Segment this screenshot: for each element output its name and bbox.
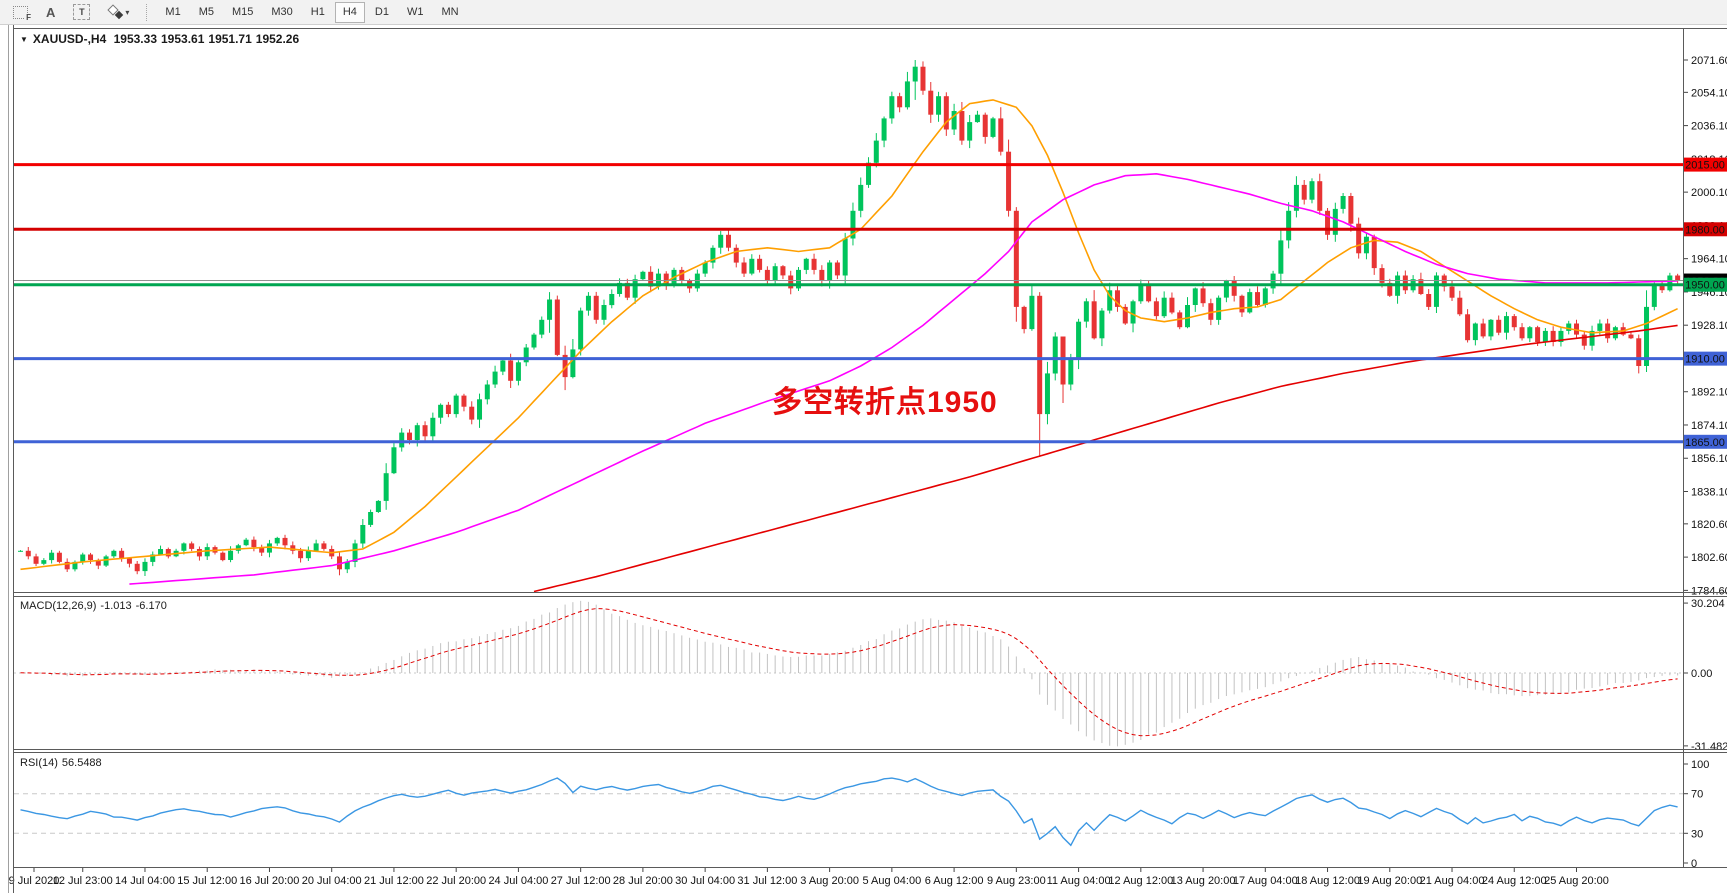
text-label-button[interactable]: T — [65, 2, 98, 23]
svg-text:2054.10: 2054.10 — [1691, 87, 1727, 99]
svg-text:30.204: 30.204 — [1691, 598, 1725, 610]
collapse-triangle-icon: ▼ — [20, 35, 28, 44]
timeframe-d1-button[interactable]: D1 — [367, 2, 397, 23]
svg-text:1910.00: 1910.00 — [1685, 354, 1725, 366]
toolbar: F A T ▾ M1 M5 M15 M30 H1 H4 D1 W1 MN — [0, 0, 1727, 25]
svg-text:100: 100 — [1691, 759, 1709, 771]
svg-text:27 Jul 12:00: 27 Jul 12:00 — [551, 875, 611, 887]
svg-text:1856.10: 1856.10 — [1691, 453, 1727, 465]
svg-text:12 Jul 23:00: 12 Jul 23:00 — [53, 875, 113, 887]
svg-text:1820.60: 1820.60 — [1691, 519, 1727, 531]
price-axis: 2071.602054.102036.102018.102000.101982.… — [1683, 55, 1727, 597]
svg-text:0: 0 — [1691, 858, 1697, 870]
svg-text:2015.00: 2015.00 — [1685, 160, 1725, 172]
timeframe-m1-button[interactable]: M1 — [157, 2, 188, 23]
svg-text:5 Aug 04:00: 5 Aug 04:00 — [862, 875, 921, 887]
timeframe-m15-button[interactable]: M15 — [224, 2, 261, 23]
moving-averages — [20, 99, 1678, 593]
toolbar-separator — [146, 3, 148, 21]
svg-text:1964.10: 1964.10 — [1691, 254, 1727, 266]
horizontal-lines — [14, 163, 1683, 444]
timeframe-mn-button[interactable]: MN — [433, 2, 466, 23]
svg-text:1892.10: 1892.10 — [1691, 387, 1727, 399]
svg-text:30 Jul 04:00: 30 Jul 04:00 — [675, 875, 735, 887]
rsi-line — [20, 777, 1678, 847]
macd-signal-line — [20, 608, 1678, 737]
svg-text:15 Jul 12:00: 15 Jul 12:00 — [177, 875, 237, 887]
chevron-down-icon: ▾ — [125, 7, 130, 17]
svg-text:19 Aug 20:00: 19 Aug 20:00 — [1357, 875, 1422, 887]
grid-f-icon: F — [13, 5, 31, 22]
svg-text:11 Aug 04:00: 11 Aug 04:00 — [1047, 875, 1111, 887]
svg-text:30: 30 — [1691, 828, 1703, 840]
ohlc-close: 1952.26 — [255, 32, 300, 46]
svg-text:1838.10: 1838.10 — [1691, 487, 1727, 499]
recolor-button[interactable]: ▾ — [100, 2, 137, 23]
svg-text:0.00: 0.00 — [1691, 668, 1712, 680]
symbol-label: XAUUSD-,H4 — [32, 32, 107, 46]
timeframe-w1-button[interactable]: W1 — [399, 2, 432, 23]
rsi-pane: 100 70 30 0 — [14, 759, 1709, 870]
svg-text:9 Jul 2020: 9 Jul 2020 — [9, 875, 60, 887]
svg-text:70: 70 — [1691, 789, 1703, 801]
svg-text:14 Jul 04:00: 14 Jul 04:00 — [115, 875, 175, 887]
timeframe-h4-button[interactable]: H4 — [334, 1, 365, 23]
ohlc-low: 1951.71 — [208, 32, 252, 46]
svg-text:1980.00: 1980.00 — [1685, 224, 1725, 236]
candles — [18, 60, 1681, 576]
letter-a-icon: A — [46, 4, 56, 20]
ohlc-high: 1953.61 — [161, 32, 205, 46]
insert-text-button[interactable]: A — [38, 2, 63, 23]
timeframe-m5-button[interactable]: M5 — [191, 2, 222, 23]
svg-text:16 Jul 20:00: 16 Jul 20:00 — [239, 875, 299, 887]
svg-text:9 Aug 23:00: 9 Aug 23:00 — [987, 875, 1046, 887]
svg-text:1874.10: 1874.10 — [1691, 420, 1727, 432]
svg-text:2071.60: 2071.60 — [1691, 55, 1727, 67]
timeframe-m30-button[interactable]: M30 — [263, 2, 300, 23]
svg-text:6 Aug 12:00: 6 Aug 12:00 — [925, 875, 984, 887]
ma-slow-line — [533, 324, 1678, 593]
svg-text:24 Jul 04:00: 24 Jul 04:00 — [488, 875, 548, 887]
svg-text:2036.10: 2036.10 — [1691, 121, 1727, 133]
svg-text:13 Aug 20:00: 13 Aug 20:00 — [1171, 875, 1236, 887]
svg-text:24 Aug 12:00: 24 Aug 12:00 — [1482, 875, 1547, 887]
ohlc-open: 1953.33 — [113, 32, 157, 46]
ma-mid-line — [129, 172, 1678, 585]
svg-text:22 Jul 20:00: 22 Jul 20:00 — [426, 875, 486, 887]
svg-text:25 Aug 20:00: 25 Aug 20:00 — [1544, 875, 1609, 887]
chart-annotation-text[interactable]: 多空转折点1950 — [772, 386, 998, 419]
svg-text:1950.00: 1950.00 — [1685, 280, 1725, 292]
svg-text:21 Aug 04:00: 21 Aug 04:00 — [1420, 875, 1485, 887]
svg-text:3 Aug 20:00: 3 Aug 20:00 — [800, 875, 859, 887]
text-select-icon: T — [73, 4, 91, 20]
svg-text:28 Jul 20:00: 28 Jul 20:00 — [613, 875, 673, 887]
rsi-indicator-label: RSI(14) 56.5488 — [20, 757, 102, 769]
ma-fast-line — [20, 99, 1678, 571]
svg-text:-31.482: -31.482 — [1691, 741, 1727, 753]
pane-borders — [8, 25, 1727, 893]
svg-text:18 Aug 12:00: 18 Aug 12:00 — [1295, 875, 1360, 887]
svg-text:1784.60: 1784.60 — [1691, 585, 1727, 597]
svg-text:20 Jul 04:00: 20 Jul 04:00 — [302, 875, 362, 887]
svg-text:31 Jul 12:00: 31 Jul 12:00 — [737, 875, 797, 887]
macd-pane: 30.204 0.00 -31.482 — [14, 598, 1727, 753]
svg-text:21 Jul 12:00: 21 Jul 12:00 — [364, 875, 424, 887]
svg-text:12 Aug 12:00: 12 Aug 12:00 — [1108, 875, 1173, 887]
timeframe-h1-button[interactable]: H1 — [303, 2, 333, 23]
svg-text:1865.00: 1865.00 — [1685, 437, 1725, 449]
chart-title[interactable]: ▼ XAUUSD-,H4 1953.33 1953.61 1951.71 1952.26 — [20, 32, 303, 46]
chart-templates-button[interactable]: F — [5, 2, 36, 23]
svg-text:1928.10: 1928.10 — [1691, 320, 1727, 332]
svg-text:2000.10: 2000.10 — [1691, 187, 1727, 199]
macd-indicator-label: MACD(12,26,9) -1.013 -6.170 — [20, 600, 167, 612]
recolor-icon — [107, 4, 124, 20]
svg-text:1802.60: 1802.60 — [1691, 552, 1727, 564]
svg-text:17 Aug 04:00: 17 Aug 04:00 — [1233, 875, 1298, 887]
